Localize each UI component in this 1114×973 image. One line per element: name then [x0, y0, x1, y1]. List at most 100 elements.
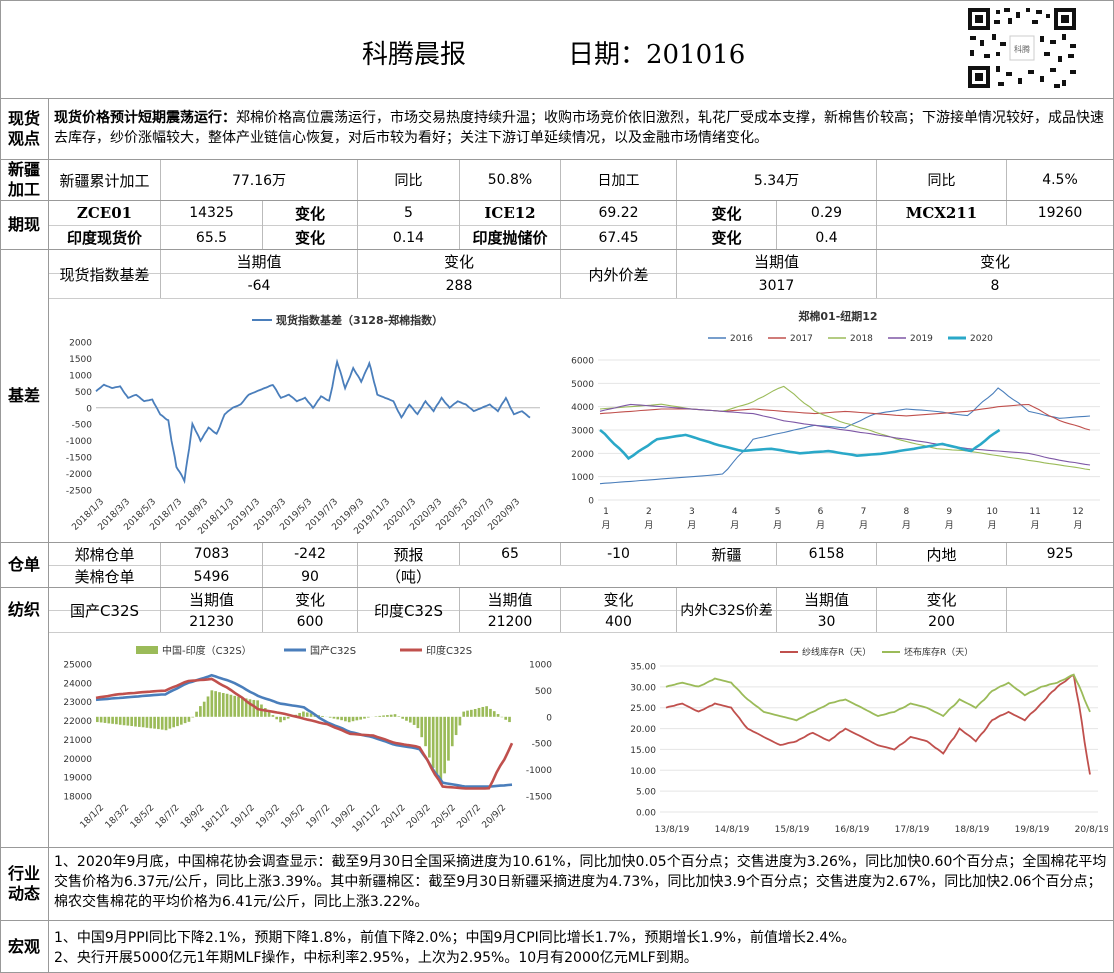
c32s-diff-bar [122, 716, 126, 726]
c32s-diff-bar [149, 716, 153, 729]
c32s-x-tick: 20/3/2 [405, 803, 433, 831]
c32s-diff-bar [145, 716, 149, 728]
c32s-diff-bar [183, 716, 187, 724]
c32s-diff-bar [279, 716, 282, 723]
basis-chart: 现货指数基差（3128-郑棉指数） 2000 1500 1000 500 0 -500 -1… [66, 313, 540, 537]
spread-x-tick-unit: 月 [730, 520, 739, 531]
c32s-diff-bar [450, 716, 454, 747]
c32s-x-tick: 18/11/2 [200, 803, 232, 835]
spread-x-tick-unit: 月 [773, 520, 782, 531]
forecast-value: 65 [501, 546, 519, 562]
spread-y-tick: 1000 [571, 473, 594, 483]
c32s-diff-bar [344, 716, 347, 722]
legend-c32s-1: 国产C32S [310, 644, 356, 657]
xj-yoy-value: 50.8% [487, 172, 533, 188]
inv-x-tick: 19/8/19 [1015, 825, 1050, 835]
us-receipt-change: 90 [301, 568, 319, 585]
c32s-diff-bar [233, 695, 237, 717]
c32s-diff-bar [221, 693, 225, 717]
spread-x-tick: 12 [1072, 507, 1083, 517]
c32s-x-tick: 18/7/2 [154, 803, 182, 831]
spread-y-tick: 6000 [571, 357, 594, 367]
c32s-diff-bar [252, 699, 256, 717]
c32s-diff-bar [305, 712, 309, 717]
domestic-current-header: 当期值 [188, 590, 234, 609]
legend-2018: 2018 [850, 334, 873, 344]
zce01-change-label: 变化 [294, 204, 325, 223]
c32s-series-1 [95, 673, 513, 788]
row-label-warehouse: 仓单 [7, 555, 40, 574]
legend-inv-0: 纱线库存R（天） [802, 646, 871, 658]
c32s-diff-bar [164, 716, 168, 731]
c32s-diff-bar [435, 716, 439, 776]
c32s-diff-bar [271, 715, 275, 717]
c32s-y-tick: 24000 [63, 679, 92, 689]
c32s-diff-bar [401, 716, 404, 719]
ice12-value: 69.22 [598, 205, 639, 221]
spread-x-tick-unit: 月 [816, 520, 825, 531]
row-label-industry: 行业 动态 [7, 864, 40, 903]
c32s-diff-bar [111, 716, 114, 724]
c32s-diff-bar [485, 706, 488, 717]
c32s-diff-bar [206, 696, 210, 717]
c32s-x-tick: 19/5/2 [280, 803, 308, 831]
inv-y-tick: 5.00 [636, 788, 656, 798]
inventory-chart: 纱线库存R（天） 坯布库存R（天） 35.00 30.00 25.00 20.00 15.… [630, 646, 1108, 835]
domestic-c32s-label: 国产C32S [69, 601, 140, 620]
c32s-diff-bar [466, 710, 469, 717]
inv-x-tick: 20/8/19 [1075, 825, 1108, 835]
c32s-diff-bar [489, 708, 492, 717]
row-label-futures: 期现 [7, 215, 40, 234]
spread-x-tick: 6 [818, 507, 824, 517]
basis-y-tick: -1000 [66, 437, 92, 447]
spread-x-tick-unit: 月 [644, 520, 653, 531]
basis-y-tick: 1500 [69, 355, 92, 365]
ice12-change-value: 0.29 [810, 205, 843, 221]
inv-x-tick: 14/8/19 [715, 825, 750, 835]
basis-index-label: 现货指数基差 [59, 265, 150, 284]
spread-series-2019 [599, 403, 1091, 466]
c32s-diff-bar [408, 716, 412, 723]
india-spot-value: 65.5 [195, 229, 228, 246]
c32s-diff-bar [496, 714, 500, 717]
basis-y-tick: -500 [72, 421, 93, 431]
c32s-diff-bar [428, 716, 431, 758]
xinjiang-receipt-label: 新疆 [711, 545, 742, 564]
inv-y-tick: 20.00 [630, 725, 656, 735]
inv-y-tick: 25.00 [630, 704, 656, 714]
basis-change-value: 288 [445, 278, 473, 294]
c32s-y-tick: 22000 [63, 717, 92, 727]
zce-receipt-value: 7083 [193, 546, 230, 562]
c32s-y-tick: 21000 [63, 736, 92, 746]
c32s-diff-bar [172, 716, 176, 728]
xinjiang-receipt-value: 6158 [808, 546, 845, 562]
c32s-spread-current-header: 当期值 [803, 590, 849, 609]
c32s-diff-bar [157, 716, 160, 730]
c32s-diff-bar [397, 716, 401, 717]
inv-x-tick: 16/8/19 [835, 825, 870, 835]
basis-y-tick: 0 [86, 404, 92, 414]
xj-daily-yoy-value: 4.5% [1042, 172, 1078, 188]
legend-inv-1: 坯布库存R（天） [904, 646, 973, 658]
c32s-diff-bar [321, 715, 324, 717]
spread-x-tick: 11 [1029, 507, 1040, 517]
domestic-change-value: 600 [296, 613, 324, 630]
basis-y-tick: 500 [75, 388, 92, 398]
basis-y-tick: -1500 [66, 454, 92, 464]
legend-2020: 2020 [970, 334, 993, 344]
spot-view-text: 现货价格预计短期震荡运行：郑棉价格高位震荡运行，市场交易热度持续升温；收购市场竞… [54, 110, 1104, 146]
c32s-diff-bar [347, 716, 351, 723]
inv-series-1 [665, 673, 1091, 722]
c32s-diff-bar [214, 691, 217, 717]
c32s-diff-bar [508, 716, 511, 723]
xj-total-label: 新疆累计加工 [59, 171, 150, 190]
legend-c32s-2: 印度C32S [426, 644, 472, 657]
row-label-basis: 基差 [7, 386, 40, 405]
c32s-diff-bar [298, 712, 301, 717]
spread-y-tick: 4000 [571, 403, 594, 413]
spread-y-tick: 2000 [571, 450, 594, 460]
zce-receipt-label: 郑棉仓单 [74, 545, 135, 564]
c32s-spread-current-value: 30 [817, 613, 836, 630]
c32s-diff-bar [378, 715, 382, 717]
c32s-series-2 [95, 677, 514, 790]
